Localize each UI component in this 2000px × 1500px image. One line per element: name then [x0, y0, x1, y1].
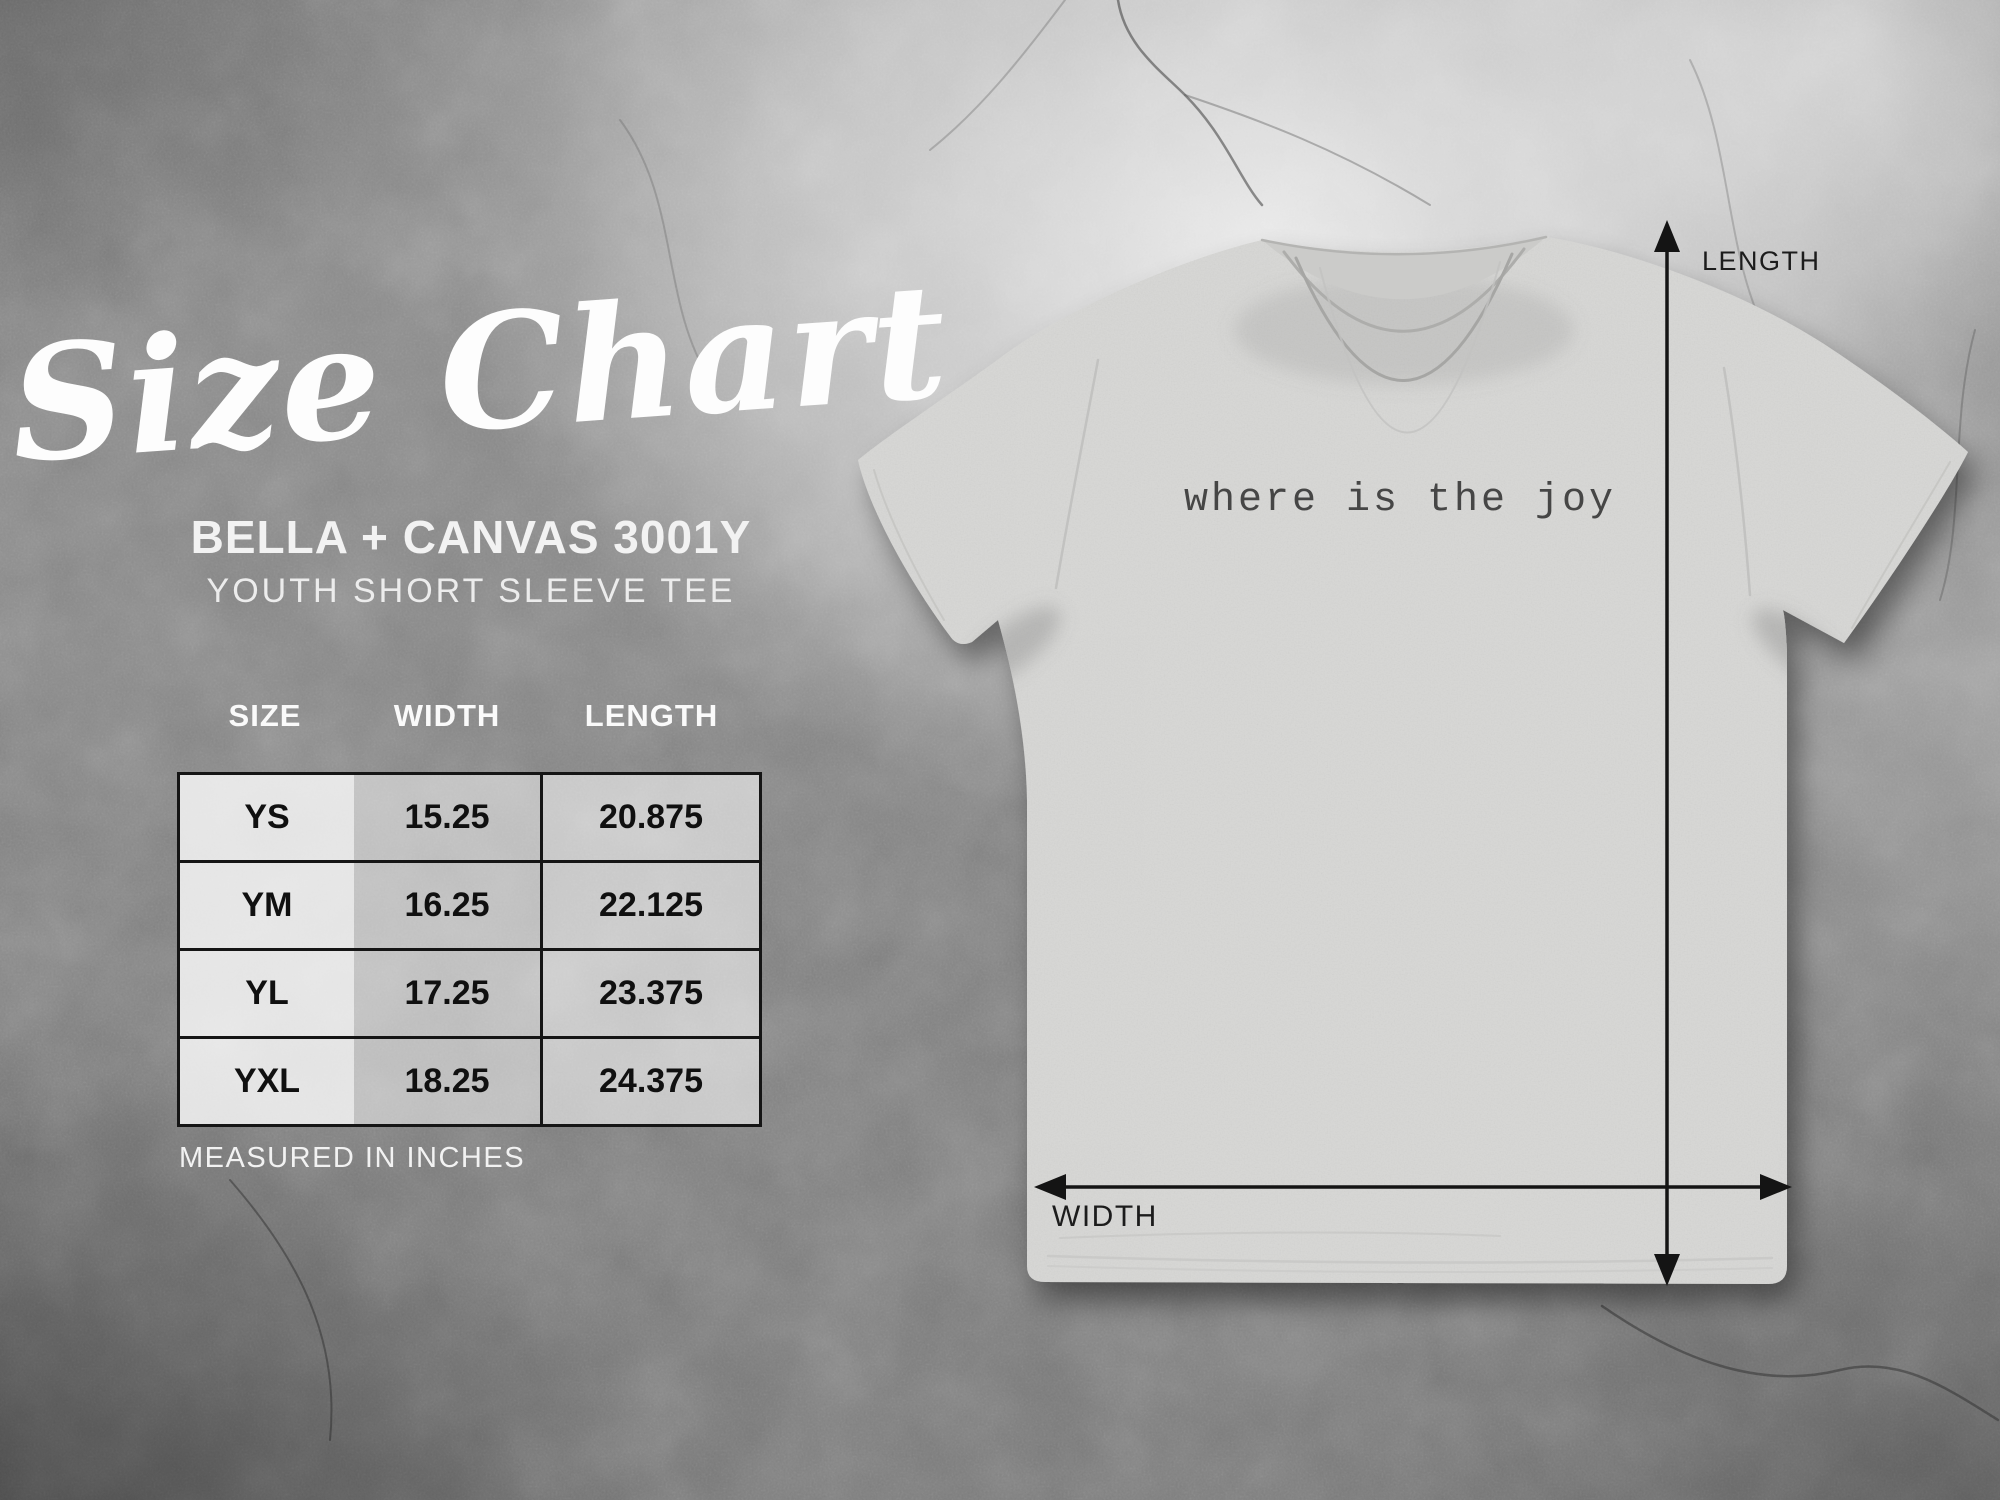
- cell-width: 17.25: [354, 951, 540, 1036]
- tshirt-print-text: where is the joy: [1184, 478, 1616, 523]
- cell-size: YM: [180, 863, 354, 948]
- column-header-size: SIZE: [228, 698, 302, 733]
- table-row: YL 17.25 23.375: [180, 948, 759, 1036]
- cell-width: 15.25: [354, 775, 540, 860]
- product-style-line: YOUTH SHORT SLEEVE TEE: [206, 572, 736, 610]
- table-row: YS 15.25 20.875: [180, 775, 759, 860]
- length-arrow: [1654, 220, 1680, 1286]
- cell-size: YXL: [180, 1039, 354, 1124]
- table-row: YM 16.25 22.125: [180, 860, 759, 948]
- column-header-length: LENGTH: [584, 698, 719, 733]
- tshirt-heather-texture: [858, 237, 1968, 1284]
- column-header-width: WIDTH: [393, 698, 501, 733]
- cell-length: 24.375: [540, 1039, 759, 1124]
- width-arrow-label: WIDTH: [1052, 1200, 1158, 1233]
- size-table-header: SIZE WIDTH LENGTH: [177, 698, 762, 734]
- cell-width: 18.25: [354, 1039, 540, 1124]
- size-table: YS 15.25 20.875 YM 16.25 22.125 YL 17.25…: [177, 772, 762, 1127]
- cell-length: 23.375: [540, 951, 759, 1036]
- cell-width: 16.25: [354, 863, 540, 948]
- table-row: YXL 18.25 24.375: [180, 1036, 759, 1124]
- cell-size: YS: [180, 775, 354, 860]
- wall-cracks: [229, 0, 2000, 1441]
- length-arrow-label: LENGTH: [1702, 246, 1821, 276]
- cell-length: 20.875: [540, 775, 759, 860]
- units-note: MEASURED IN INCHES: [179, 1142, 526, 1174]
- product-brand-line: BELLA + CANVAS 3001Y: [190, 511, 752, 563]
- tshirt-collar: [1260, 235, 1548, 434]
- cell-size: YL: [180, 951, 354, 1036]
- cell-length: 22.125: [540, 863, 759, 948]
- width-arrow: [1034, 1174, 1792, 1200]
